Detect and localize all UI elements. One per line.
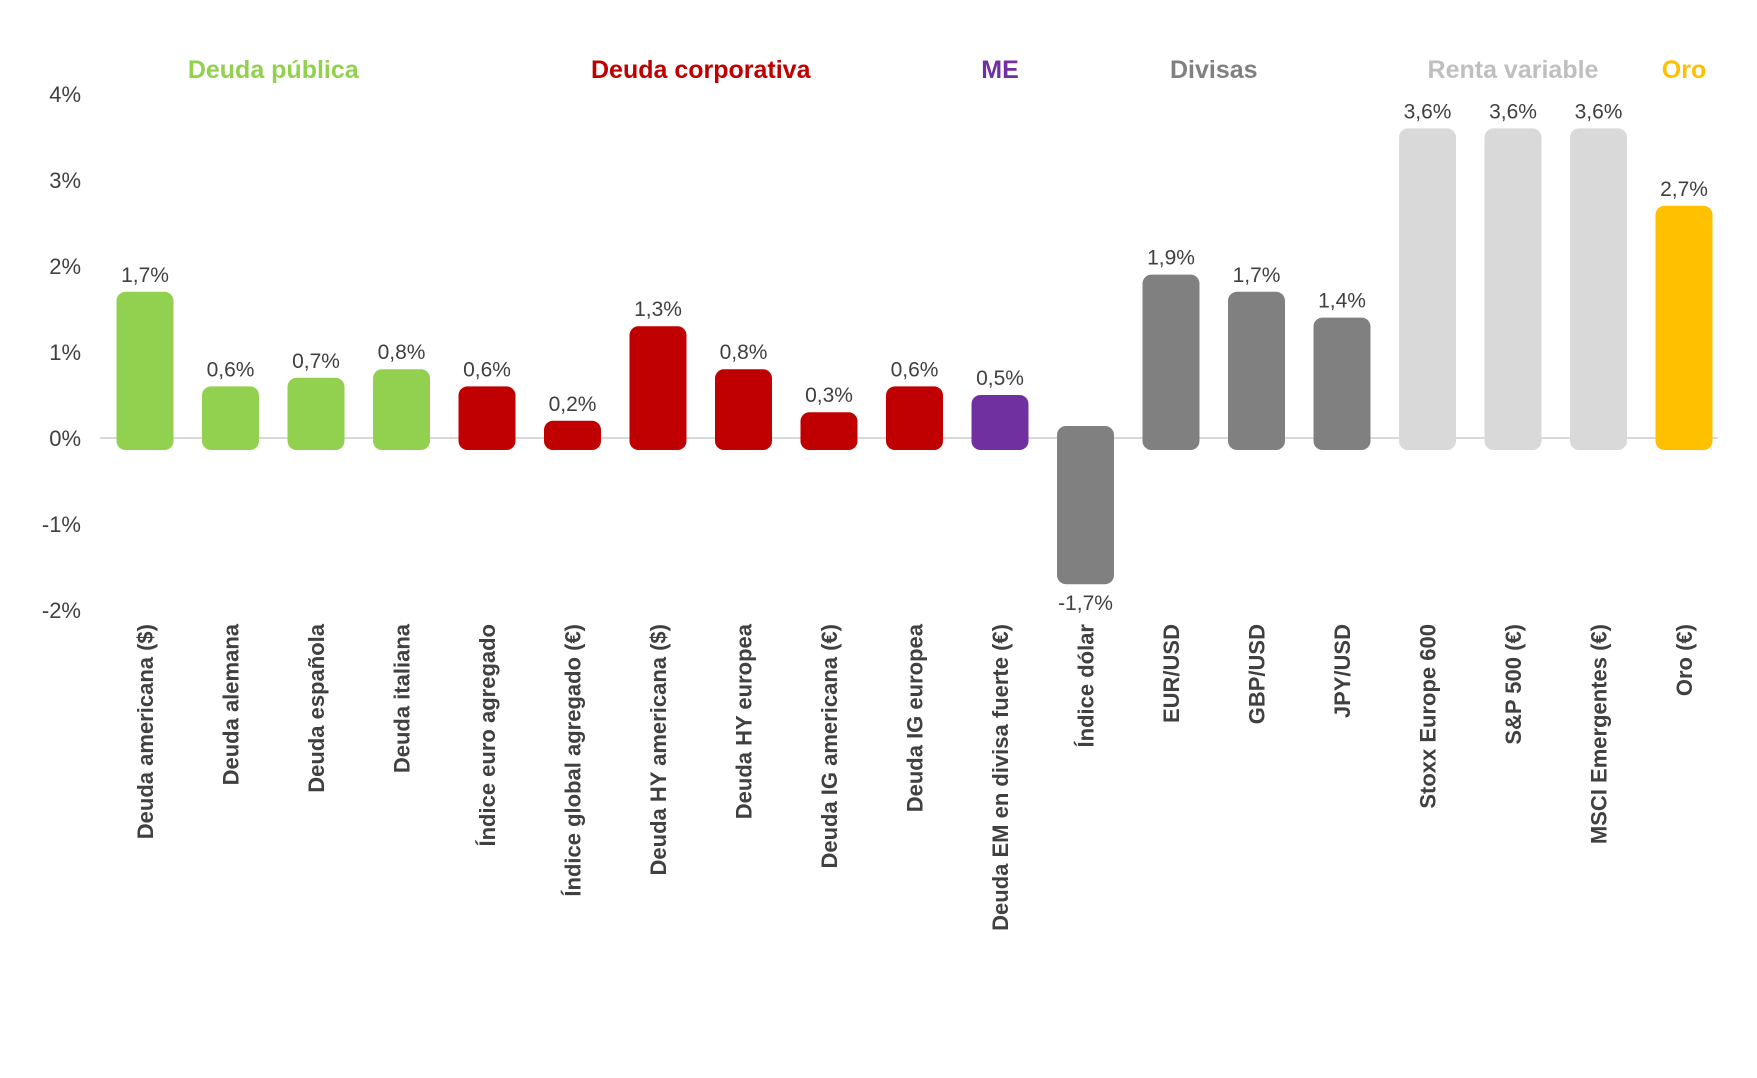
bar — [287, 377, 345, 450]
y-tick-label: 3% — [49, 168, 81, 193]
bar — [1313, 317, 1371, 450]
y-axis: 4% 3% 2% 1% 0% -1% -2% — [42, 82, 81, 623]
bar — [1142, 274, 1200, 450]
value-label: 0,8% — [378, 341, 426, 364]
value-label: -1,7% — [1058, 592, 1113, 615]
bar — [1570, 128, 1627, 450]
category-label: Índice global agregado (€) — [561, 624, 586, 897]
bar — [116, 291, 174, 450]
bar — [458, 386, 516, 450]
value-label: 3,6% — [1404, 100, 1452, 123]
category-label: S&P 500 (€) — [1501, 624, 1526, 745]
value-label: 0,7% — [292, 350, 340, 373]
bars — [116, 128, 1713, 585]
value-label: 0,3% — [805, 384, 853, 407]
value-label: 1,3% — [634, 298, 682, 321]
value-label: 0,2% — [549, 393, 597, 416]
bar — [629, 326, 687, 450]
category-label: Deuda americana ($) — [133, 624, 158, 839]
category-label: JPY/USD — [1330, 624, 1355, 718]
category-label: Deuda IG europea — [903, 623, 928, 812]
category-label: MSCI Emergentes (€) — [1587, 624, 1612, 844]
bar — [1655, 205, 1713, 450]
bar — [1228, 291, 1285, 450]
category-label: Deuda española — [304, 623, 329, 792]
category-label: Deuda italiana — [390, 623, 415, 773]
category-label: Índice dólar — [1074, 624, 1099, 748]
value-label: 0,6% — [891, 358, 939, 381]
bar — [1057, 426, 1114, 585]
value-label: 0,6% — [463, 358, 511, 381]
value-label: 3,6% — [1575, 100, 1623, 123]
category-label: Stoxx Europe 600 — [1416, 624, 1441, 809]
category-label: Deuda IG americana (€) — [817, 624, 842, 869]
bar — [202, 386, 259, 450]
category-label: Deuda EM en divisa fuerte (€) — [988, 624, 1013, 931]
group-headers: Deuda pública Deuda corporativa ME Divisas R… — [188, 56, 1706, 84]
category-label: Índice euro agregado — [475, 624, 500, 847]
bar — [715, 369, 772, 450]
y-tick-label: 0% — [49, 426, 81, 451]
y-tick-label: 1% — [49, 340, 81, 365]
bar — [1399, 128, 1456, 450]
bar — [886, 386, 943, 450]
value-label: 0,6% — [207, 358, 255, 381]
category-label: Deuda HY americana ($) — [646, 624, 671, 875]
y-tick-label: 2% — [49, 254, 81, 279]
group-header: ME — [981, 56, 1019, 84]
category-label: Oro (€) — [1672, 624, 1697, 696]
y-tick-label: -2% — [42, 598, 81, 623]
bar — [373, 369, 430, 450]
value-label: 1,9% — [1147, 247, 1195, 270]
category-label: GBP/USD — [1245, 624, 1270, 724]
value-label: 2,7% — [1660, 178, 1708, 201]
bar — [544, 420, 601, 450]
category-label: Deuda HY europea — [732, 623, 757, 819]
y-tick-label: 4% — [49, 82, 81, 107]
y-tick-label: -1% — [42, 512, 81, 537]
value-label: 0,5% — [976, 367, 1024, 390]
group-header: Oro — [1662, 56, 1706, 84]
category-label: EUR/USD — [1159, 624, 1184, 723]
value-label: 1,7% — [121, 264, 169, 287]
group-header: Deuda corporativa — [591, 56, 812, 84]
value-labels: 1,7% 0,6% 0,7% 0,8% 0,6% 0,2% 1,3% 0,8% 0,3% 0,6%… — [121, 100, 1708, 615]
bar — [1484, 128, 1542, 450]
category-label: Deuda alemana — [219, 623, 244, 785]
bar — [800, 412, 858, 450]
group-header: Deuda pública — [188, 56, 360, 84]
value-label: 1,7% — [1233, 264, 1281, 287]
bar — [971, 395, 1029, 450]
group-header: Divisas — [1170, 56, 1258, 84]
value-label: 1,4% — [1318, 290, 1366, 313]
value-label: 0,8% — [720, 341, 768, 364]
category-labels: Deuda americana ($) Deuda alemana Deuda es… — [133, 623, 1697, 931]
value-label: 3,6% — [1489, 100, 1537, 123]
group-header: Renta variable — [1428, 56, 1599, 84]
